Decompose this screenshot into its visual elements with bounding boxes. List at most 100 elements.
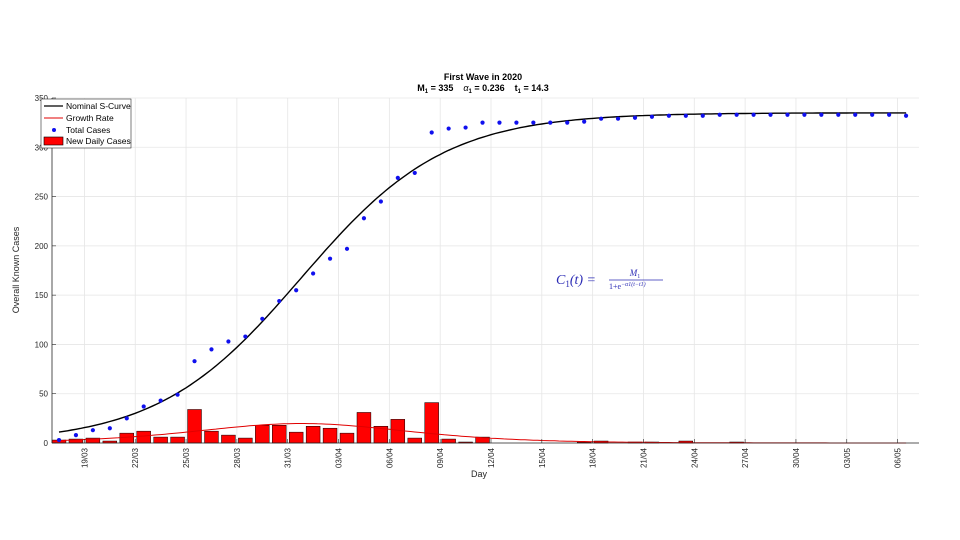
x-tick-label: 06/05 (894, 447, 903, 468)
points-layer (56, 112, 909, 443)
point-total-cases (819, 112, 824, 117)
point-total-cases (277, 298, 282, 304)
point-total-cases (361, 216, 367, 221)
point-total-cases (412, 170, 417, 176)
point-total-cases (632, 115, 638, 120)
x-tick-label: 03/05 (843, 447, 852, 468)
x-tick-label: 24/04 (690, 447, 699, 468)
legend-label-s-curve: Nominal S-Curve (66, 101, 131, 111)
point-total-cases (887, 112, 892, 117)
x-tick-label: 25/03 (182, 447, 191, 468)
axes-layer: 05010015020025030035019/0322/0325/0328/0… (35, 94, 919, 468)
formula-lhs-arg: (t) = (570, 273, 596, 288)
bar-new-daily-cases (322, 427, 338, 444)
point-total-cases (751, 112, 756, 117)
legend-swatch-bars (43, 136, 64, 146)
x-tick-label: 06/04 (385, 447, 394, 468)
subtitle-alpha-sub: 1 (469, 89, 473, 95)
formula-numerator-sub: 1 (637, 274, 640, 280)
point-total-cases (446, 126, 451, 131)
legend-label-total: Total Cases (66, 125, 110, 135)
bar-new-daily-cases (221, 434, 236, 444)
bar-new-daily-cases (119, 432, 134, 444)
bar-new-daily-cases (255, 425, 270, 444)
legend-label-growth: Growth Rate (66, 113, 114, 123)
point-total-cases (395, 175, 400, 180)
point-total-cases (260, 316, 265, 321)
bar-new-daily-cases (153, 436, 168, 444)
subtitle-m-value: = 335 (428, 83, 453, 93)
legend-swatch-total (52, 128, 56, 132)
point-total-cases (294, 288, 299, 293)
bar-new-daily-cases (441, 438, 456, 444)
point-total-cases (903, 113, 909, 118)
x-tick-label: 22/03 (131, 447, 140, 468)
formula-lhs: C1(t) = (556, 273, 596, 289)
point-total-cases (226, 339, 231, 344)
point-total-cases (531, 120, 536, 125)
point-total-cases (429, 130, 434, 135)
x-tick-label: 09/04 (436, 447, 445, 468)
point-total-cases (565, 120, 570, 125)
bar-new-daily-cases (272, 425, 287, 444)
bar-new-daily-cases (288, 431, 304, 444)
formula-denominator: 1+e−α1(t−t1) (609, 281, 646, 291)
formula-annotation: C1(t) = M1 1+e−α1(t−t1) (556, 268, 663, 291)
point-total-cases (734, 112, 739, 117)
point-total-cases (378, 199, 383, 204)
point-total-cases (548, 120, 553, 125)
bar-new-daily-cases (136, 430, 151, 444)
bar-new-daily-cases (339, 432, 355, 444)
point-total-cases (311, 271, 316, 276)
formula-numerator-m: M (629, 268, 638, 278)
x-tick-label: 15/04 (538, 447, 547, 468)
x-tick-label: 03/04 (335, 447, 344, 468)
subtitle-alpha-label: α (463, 83, 469, 93)
point-total-cases (785, 112, 790, 117)
point-total-cases (56, 437, 62, 443)
y-axis-label: Overall Known Cases (11, 226, 21, 313)
series-line-s-curve (58, 112, 907, 433)
y-tick-label: 200 (35, 242, 49, 251)
point-total-cases (158, 398, 163, 403)
point-total-cases (768, 112, 773, 117)
point-total-cases (192, 359, 197, 364)
point-total-cases (209, 347, 214, 352)
subtitle-t-label: t (515, 83, 518, 93)
x-tick-label: 28/03 (233, 447, 242, 468)
point-total-cases (497, 120, 502, 125)
point-total-cases (175, 392, 180, 397)
x-tick-label: 30/04 (792, 447, 801, 468)
y-tick-label: 0 (44, 439, 49, 448)
point-total-cases (141, 404, 146, 409)
bar-new-daily-cases (187, 409, 202, 444)
y-tick-label: 50 (39, 390, 48, 399)
bar-new-daily-cases (407, 437, 422, 444)
bar-new-daily-cases (305, 425, 321, 444)
bar-new-daily-cases (424, 402, 439, 444)
x-tick-label: 21/04 (639, 447, 648, 468)
y-tick-label: 150 (35, 291, 49, 300)
point-total-cases (73, 433, 79, 438)
formula-exponent: −α1(t−t1) (621, 281, 646, 288)
point-total-cases (649, 114, 655, 119)
y-tick-label: 100 (35, 340, 49, 349)
formula-lhs-c: C (556, 273, 566, 288)
point-total-cases (870, 112, 875, 117)
legend-label-bars: New Daily Cases (66, 136, 131, 146)
point-total-cases (599, 116, 604, 121)
point-total-cases (480, 120, 485, 125)
point-total-cases (717, 112, 722, 117)
y-tick-label: 350 (35, 94, 49, 103)
subtitle-m-sub: 1 (425, 89, 429, 95)
chart-title: First Wave in 2020 (444, 72, 522, 82)
bar-new-daily-cases (204, 430, 219, 444)
point-total-cases (90, 428, 95, 433)
subtitle-m-label: M (417, 83, 425, 93)
point-total-cases (124, 416, 129, 421)
point-total-cases (344, 246, 350, 251)
point-total-cases (802, 112, 807, 117)
x-tick-label: 18/04 (589, 447, 598, 468)
